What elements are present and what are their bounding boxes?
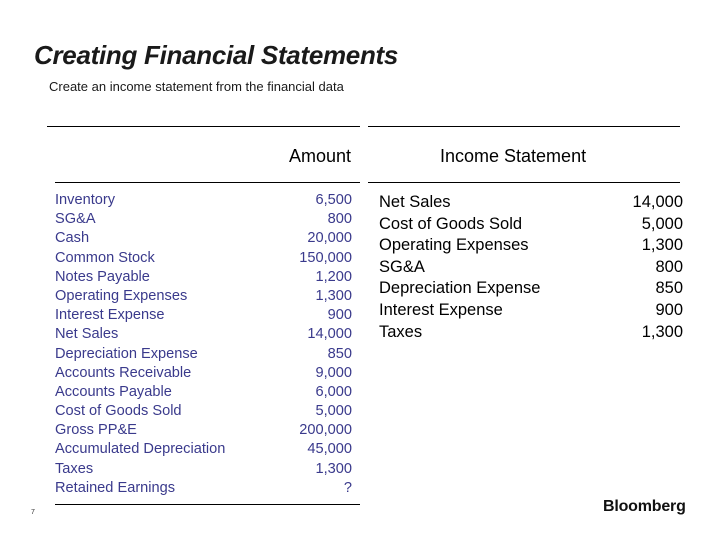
- list-item: ?: [343, 479, 352, 496]
- list-item: Inventory: [55, 192, 116, 208]
- income-statement-amounts: 14,000 5,000 1,300 800 850 900 1,300: [590, 192, 683, 343]
- list-item: 1,200: [315, 268, 352, 285]
- page-number: 7: [31, 509, 35, 516]
- financial-data-labels: Inventory SG&A Cash Common Stock Notes P…: [55, 191, 225, 498]
- slide-subtitle: Create an income statement from the fina…: [49, 79, 344, 94]
- list-item: 1,300: [315, 287, 352, 304]
- list-item: Cost of Goods Sold: [55, 403, 182, 420]
- list-item: 45,000: [307, 441, 352, 458]
- top-rule-right: [368, 126, 680, 127]
- list-item: 850: [327, 345, 352, 362]
- amount-header: Amount: [289, 146, 352, 166]
- list-item: Accounts Receivable: [55, 364, 192, 381]
- list-item: 6,500: [315, 192, 352, 208]
- list-item: Operating Expenses: [55, 287, 188, 304]
- list-item: Net Sales: [55, 326, 119, 343]
- list-item: 5,000: [641, 214, 683, 233]
- income-statement-labels: Net Sales Cost of Goods Sold Operating E…: [379, 192, 540, 343]
- list-item: 800: [655, 257, 683, 276]
- list-item: 1,300: [315, 460, 352, 477]
- list-item: Accumulated Depreciation: [55, 441, 226, 458]
- list-item: SG&A: [379, 257, 425, 276]
- list-item: Cost of Goods Sold: [379, 214, 523, 233]
- list-item: 9,000: [315, 364, 352, 381]
- list-item: Notes Payable: [55, 268, 150, 285]
- financial-data-amounts: 6,500 800 20,000 150,000 1,200 1,300 900…: [262, 191, 352, 498]
- list-item: SG&A: [55, 211, 96, 228]
- list-item: 14,000: [632, 193, 683, 211]
- slide-title: Creating Financial Statements: [34, 40, 399, 70]
- list-item: 850: [655, 279, 683, 298]
- list-item: 150,000: [299, 249, 352, 266]
- list-item: Cash: [55, 230, 90, 247]
- list-item: Taxes: [55, 460, 94, 477]
- list-item: 14,000: [307, 326, 352, 343]
- list-item: 5,000: [315, 403, 352, 420]
- list-item: 200,000: [299, 422, 352, 439]
- bottom-rule-left: [55, 504, 360, 505]
- list-item: 20,000: [307, 230, 352, 247]
- list-item: Retained Earnings: [55, 479, 176, 496]
- list-item: Depreciation Expense: [379, 279, 541, 298]
- list-item: 900: [327, 307, 352, 324]
- bloomberg-logo: Bloomberg: [603, 498, 686, 515]
- list-item: 900: [655, 300, 683, 319]
- top-rule-left: [47, 126, 360, 127]
- list-item: 1,300: [641, 236, 683, 255]
- list-item: Interest Expense: [55, 307, 165, 324]
- list-item: Accounts Payable: [55, 383, 172, 400]
- list-item: Interest Expense: [379, 300, 503, 319]
- header-rule-right: [368, 182, 680, 183]
- list-item: 1,300: [641, 322, 683, 341]
- list-item: Net Sales: [379, 193, 451, 211]
- list-item: 800: [327, 211, 352, 228]
- list-item: Gross PP&E: [55, 422, 137, 439]
- income-statement-header: Income Statement: [440, 146, 587, 166]
- list-item: Depreciation Expense: [55, 345, 198, 362]
- list-item: Common Stock: [55, 249, 155, 266]
- list-item: Operating Expenses: [379, 236, 529, 255]
- list-item: Taxes: [379, 322, 423, 341]
- header-rule-left: [55, 182, 360, 183]
- list-item: 6,000: [315, 383, 352, 400]
